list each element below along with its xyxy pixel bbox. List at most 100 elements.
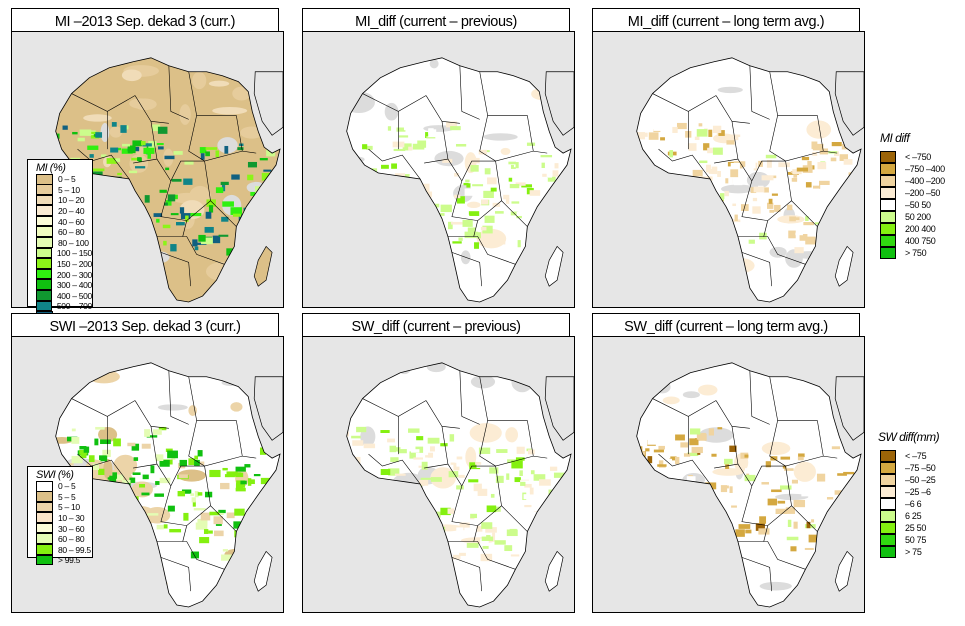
data-cell [132,472,141,475]
data-cell [691,533,701,540]
data-cell [367,190,379,197]
data-cell [205,151,210,157]
data-cell [420,477,432,480]
arabian-peninsula [253,376,283,441]
data-cell [127,524,137,529]
data-cell [231,174,240,180]
data-cell [226,512,235,519]
data-cell [192,500,196,507]
data-cell [222,467,228,471]
legend-swatch [36,300,52,312]
data-cell [197,492,203,496]
arabian-peninsula [544,376,574,441]
legend-swatch [36,237,53,248]
data-cell [801,491,812,497]
data-cell [350,163,361,167]
data-cell [249,479,255,485]
legend-title: SWI (%) [36,469,74,481]
data-cell [717,211,727,219]
data-cell [200,512,211,521]
data-cell [770,172,778,176]
data-cell [346,153,350,158]
data-cell [819,180,830,189]
data-cell [661,523,667,529]
data-cell [183,178,193,185]
data-cell [636,507,647,514]
data-cell [770,456,778,461]
data-cell [260,477,273,485]
data-cell [803,222,814,226]
data-cell [701,214,712,221]
data-cell [793,499,806,508]
country-border [763,220,768,237]
data-cell [380,430,390,434]
data-cell [537,452,545,455]
data-cell [834,490,845,495]
data-cell [456,527,464,535]
data-cell [812,143,824,151]
data-cell [801,531,806,536]
data-cell [407,226,420,235]
data-cell [767,498,778,506]
data-cell [263,169,272,172]
coastline [636,57,862,303]
data-cell [464,188,474,196]
data-cell [141,492,150,496]
data-cell [475,462,482,465]
data-cell [205,211,212,219]
data-cell [481,536,494,542]
data-patch [820,277,839,290]
data-cell [384,493,391,500]
data-cell [782,511,787,518]
data-cell [511,551,521,554]
legend-label: 100 – 150 [56,248,92,259]
data-cell [221,554,233,561]
data-cell [785,529,790,538]
legend-item: –750 –400 [880,162,945,175]
data-cell [549,200,554,204]
data-cell [421,461,428,470]
country-border [77,148,130,180]
data-cell [190,493,195,496]
legend-item: 50 75 [880,533,939,546]
data-cell [531,504,542,509]
data-cell [366,226,372,229]
data-patch [62,61,75,71]
data-cell [174,194,178,200]
data-cell [711,453,717,457]
data-cell [729,445,737,452]
country-border [160,180,211,221]
data-cell [689,438,699,446]
data-cell [115,158,121,162]
data-cell [476,525,483,532]
data-cell [346,431,349,437]
data-cell [492,480,497,483]
legend-item: –25 –6 [880,485,939,498]
data-cell [796,167,809,172]
data-cell [388,504,394,511]
data-cell [474,520,478,528]
data-cell [533,474,546,481]
data-cell [720,485,728,493]
data-cell [139,484,146,488]
data-cell [137,157,141,162]
data-cell [547,176,556,182]
data-cell [243,537,250,544]
data-cell [388,468,400,476]
data-cell [478,447,491,454]
data-cell [79,129,92,136]
data-cell [718,130,725,136]
panel-title: SW_diff (current – long term avg.) [592,313,860,340]
data-cell [402,490,414,497]
data-cell [346,509,349,513]
data-cell [725,464,730,469]
data-cell [93,218,98,223]
legend-label: 20 – 40 [58,206,85,217]
data-cell [255,218,261,223]
legend-item: –6 6 [880,497,939,510]
data-cell [641,174,649,178]
data-cell [440,507,451,516]
legend-label: 200 400 [905,224,936,234]
data-cell [221,183,226,192]
africa-map-svg [636,362,864,608]
